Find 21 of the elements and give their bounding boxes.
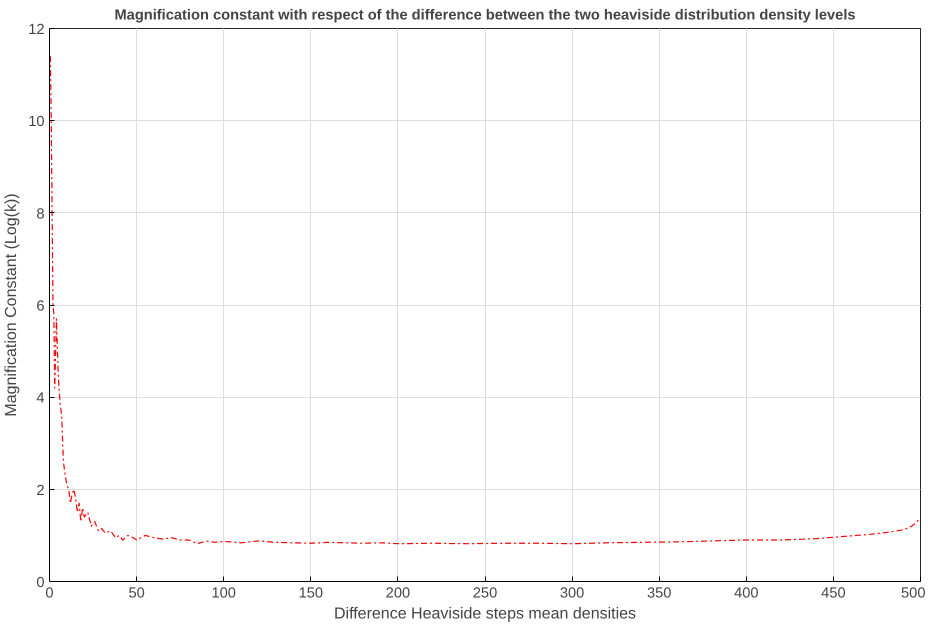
- x-tick-label: 200: [386, 586, 410, 602]
- y-tick-label: 10: [28, 114, 45, 130]
- x-tick-label: 50: [128, 586, 145, 602]
- y-tick-label: 6: [36, 298, 45, 314]
- x-tick-label: 250: [472, 586, 498, 602]
- chart-title: Magnification constant with respect of the difference between the two heaviside distribution density levels: [114, 8, 856, 24]
- x-tick-label: 150: [298, 586, 324, 602]
- y-tick-label: 0: [36, 575, 45, 591]
- line-series: [50, 56, 920, 544]
- y-tick-label: 12: [28, 22, 45, 38]
- x-tick-label: 450: [821, 586, 846, 602]
- y-tick-label: 8: [36, 206, 45, 222]
- x-tick-label: 400: [734, 586, 759, 602]
- x-axis-title: Difference Heaviside steps mean densities: [334, 606, 636, 622]
- y-tick-label: 2: [36, 482, 45, 499]
- x-tick-label: 500: [901, 586, 926, 602]
- y-tick-label: 4: [36, 390, 45, 407]
- x-tick-label: 300: [560, 586, 584, 602]
- y-axis-title: Magnification Constant (Log(k)): [3, 193, 20, 417]
- x-tick-label: 100: [211, 586, 236, 602]
- x-tick-label: 350: [646, 586, 672, 602]
